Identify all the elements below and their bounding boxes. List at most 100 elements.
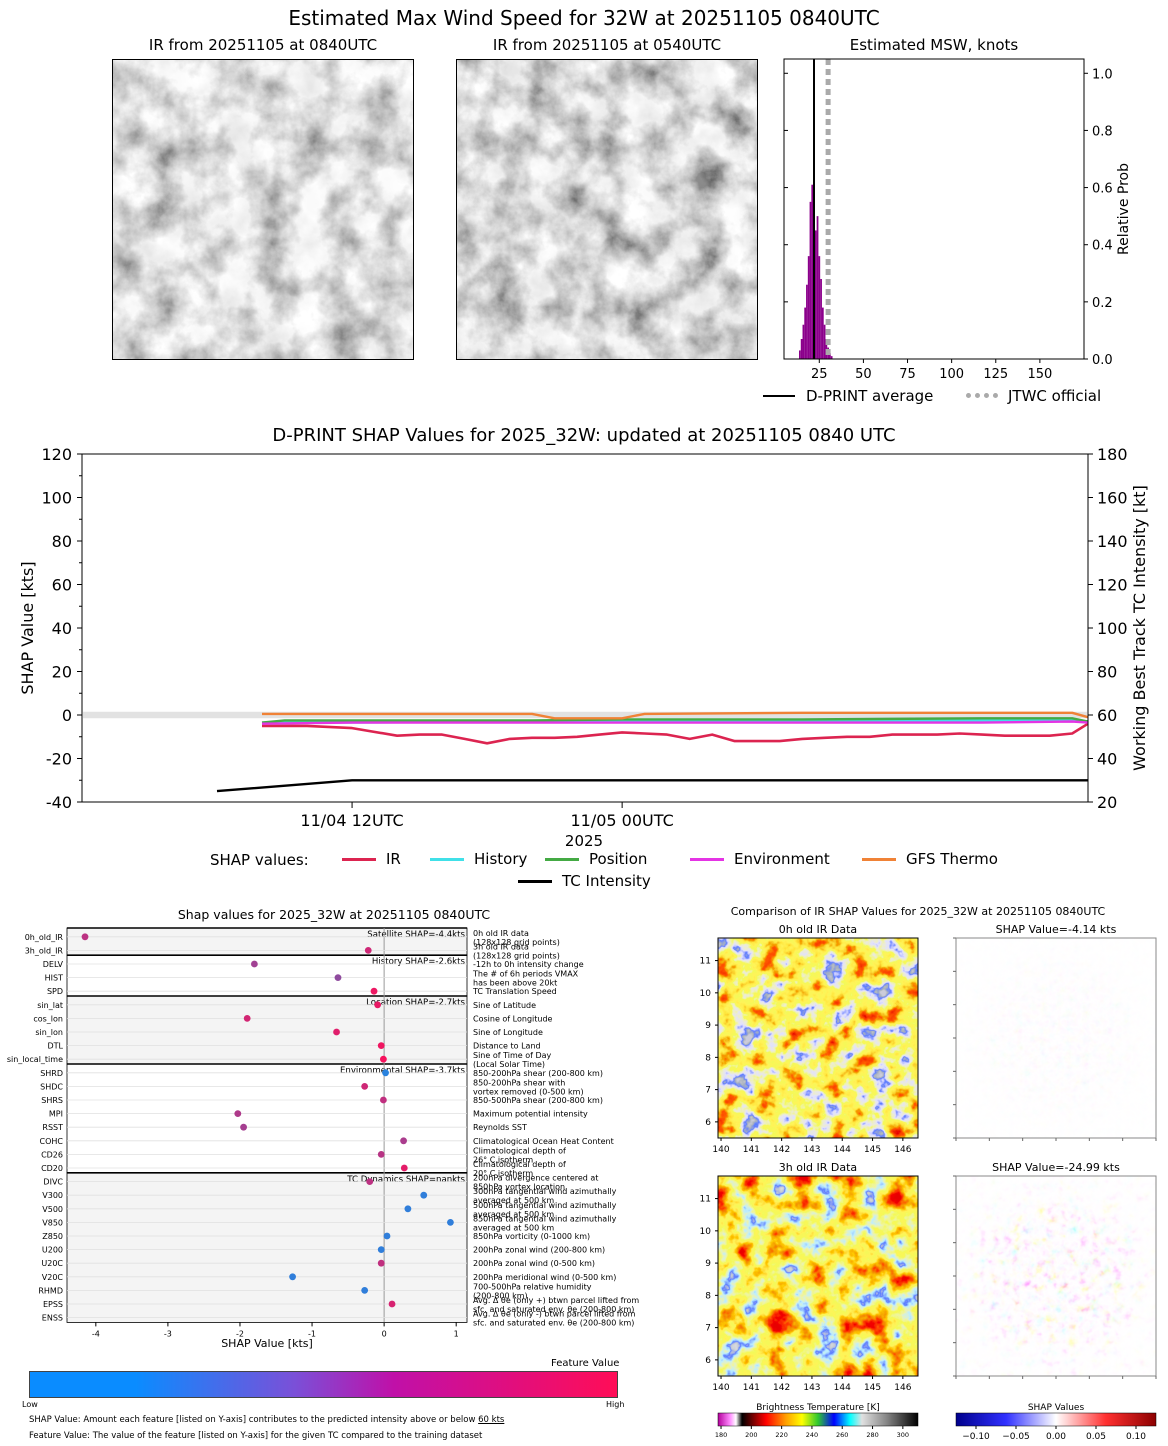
ts-xtick-1: 11/05 00UTC	[570, 811, 673, 830]
msw-bar-28kt	[823, 324, 826, 359]
shap-ts-title: D-PRINT SHAP Values for 2025_32W: update…	[272, 425, 896, 446]
fp-xtick-2: -2	[236, 1329, 244, 1338]
ts-legend-swatch-tc-intensity	[518, 880, 552, 883]
shap-cbar-tick-4: 0.10	[1126, 1432, 1146, 1442]
irc-3h-ytick-8: 8	[705, 1291, 711, 1301]
shap-point-cd26	[377, 1151, 385, 1158]
shap-point-shdc	[361, 1083, 369, 1090]
ts-legend-label-tc-intensity: TC Intensity	[562, 872, 651, 890]
shap-point-0h-old-ir	[81, 933, 89, 941]
msw-xtick-150: 150	[1027, 367, 1052, 382]
ir-panel-1-title: IR from 20251105 at 0840UTC	[148, 36, 378, 54]
irc-3h-xtick-141: 141	[743, 1383, 760, 1393]
feature-desc-hist-0: The # of 6h periods VMAX	[472, 970, 579, 979]
ts-ytick-left-80: 80	[52, 532, 72, 551]
feature-panel-title: Shap values for 2025_32W at 20251105 084…	[177, 907, 491, 922]
ir-0h-image	[718, 938, 918, 1138]
msw-bar-24kt	[816, 216, 819, 359]
irc-0h-xtick-142: 142	[773, 1145, 790, 1155]
irc-0h-xtick-141: 141	[743, 1145, 760, 1155]
feature-desc-sin-lat-0: Sine of Latitude	[473, 1001, 536, 1010]
shap-colorbar-label: SHAP Values	[1028, 1403, 1085, 1413]
feature-desc-cos-lon-0: Cosine of Longitude	[473, 1014, 553, 1023]
shap-point-epss	[388, 1300, 396, 1308]
feature-desc-cd26-1: 26° C isotherm	[473, 1155, 533, 1164]
figure-title: Estimated Max Wind Speed for 32W at 2025…	[288, 6, 880, 30]
feature-desc-u200-0: 200hPa zonal wind (200-800 km)	[473, 1246, 605, 1255]
feature-name-cd26: CD26	[41, 1150, 63, 1159]
feature-name-3h-old-ir: 3h_old_IR	[25, 946, 64, 955]
ir-0h-frame	[717, 937, 919, 1139]
msw-ytick-0-4: 0.4	[1092, 239, 1113, 254]
series-ir	[262, 722, 1089, 745]
irc-0h-xtick-144: 144	[834, 1145, 851, 1155]
feature-name-cos-lon: cos_lon	[33, 1014, 63, 1023]
shap-point-shrs	[379, 1096, 387, 1104]
feature-desc-shdc-0: 850-200hPa shear with	[473, 1078, 565, 1087]
msw-xtick-75: 75	[899, 367, 916, 382]
shap-point-3h-old-ir	[364, 947, 372, 954]
msw-bar-25kt	[818, 256, 821, 359]
irc-0h-ytick-7: 7	[705, 1086, 711, 1096]
shap-3h-fade	[956, 1176, 1156, 1376]
feature-name-spd: SPD	[47, 987, 63, 996]
legend-dprint-swatch	[763, 395, 795, 397]
feature-name-v500: V500	[42, 1205, 63, 1214]
ts-ytick-right-160: 160	[1097, 489, 1128, 508]
feature-name-delv: DELV	[43, 960, 64, 969]
ts-legend-swatch-history	[430, 858, 464, 861]
ts-legend-title: SHAP values:	[210, 851, 309, 869]
irc-0h-ytick-6: 6	[705, 1118, 711, 1128]
fp-xtick-0: 0	[382, 1329, 387, 1338]
msw-xtick-25: 25	[811, 367, 828, 382]
ts-legend-swatch-gfs-thermo	[862, 858, 896, 861]
ts-ylabel-left: SHAP Value [kts]	[18, 561, 37, 694]
feature-value-colorbar	[29, 1371, 618, 1398]
irc-3h-ytick-6: 6	[705, 1356, 711, 1366]
group-label-0: Satellite SHAP=-4.4kts	[367, 930, 465, 940]
ir-compare-figure: 140 141 142 143 144 145 146 11 10 9 8 7 6 140 141 142 14…	[700, 937, 1157, 1442]
irc-3h-ytick-7: 7	[705, 1324, 711, 1334]
ts-legend-swatch-position	[545, 858, 579, 861]
legend-jtwc-label: JTWC official	[1008, 387, 1102, 405]
shap-point-v20c	[289, 1273, 296, 1281]
feature-name-mpi: MPI	[49, 1110, 63, 1119]
ir-compare-panel-0h-title: 0h old IR Data	[778, 923, 858, 936]
group-label-2: Location SHAP=-2.7kts	[366, 998, 465, 1008]
feature-desc-delv-0: -12h to 0h intensity change	[473, 960, 584, 969]
irc-3h-xtick-145: 145	[864, 1383, 881, 1393]
ir-compare-shap-0h-title: SHAP Value=-4.14 kts	[995, 923, 1117, 936]
feature-desc-divc-1: 850hPa vortex location	[473, 1183, 565, 1192]
series-gfs-thermo	[262, 711, 1089, 720]
group-box-3	[66, 1063, 468, 1174]
feature-name-u20c: U20C	[41, 1259, 63, 1268]
msw-bar-17kt	[804, 307, 807, 359]
irc-3h-xtick-142: 142	[773, 1383, 790, 1393]
feature-name-sin-lon: sin_lon	[35, 1028, 63, 1037]
shap-colorbar	[955, 1412, 1157, 1427]
ts-ytick-right-120: 120	[1097, 576, 1128, 595]
irc-3h-ytick-9: 9	[705, 1259, 711, 1269]
ts-legend-label-environment: Environment	[734, 850, 830, 868]
group-label-1: History SHAP=-2.6kts	[372, 957, 466, 967]
irc-0h-ytick-9: 9	[705, 1021, 711, 1031]
series-tc-intensity	[216, 779, 1088, 793]
shap-point-dtl	[377, 1042, 385, 1049]
colorbar-high: High	[606, 1400, 625, 1409]
feature-name-0h-old-ir: 0h_old_IR	[25, 933, 64, 942]
note-feature-value: Feature Value: The value of the feature …	[29, 1431, 483, 1441]
msw-bar-19kt	[807, 256, 810, 359]
ts-ytick-left-0: 0	[62, 706, 72, 725]
feature-desc-cd20-0: Climatological depth of	[473, 1160, 566, 1169]
msw-xtick-100: 100	[939, 367, 964, 382]
feature-desc-shdc-1: vortex removed (0-500 km)	[473, 1087, 584, 1096]
group-box-2	[66, 995, 468, 1065]
feature-desc-0h-old-ir-1: (128x128 grid points)	[473, 938, 560, 947]
msw-bar-18kt	[806, 284, 808, 359]
msw-ytick-0-8: 0.8	[1092, 124, 1113, 139]
ts-legend-label-position: Position	[589, 850, 648, 868]
feature-desc-spd-0: TC Translation Speed	[472, 987, 557, 996]
feature-desc-3h-old-ir-0: 3h old IR data	[473, 942, 529, 951]
ts-xlabel: 2025	[565, 832, 603, 850]
feature-name-shrd: SHRD	[40, 1069, 63, 1078]
